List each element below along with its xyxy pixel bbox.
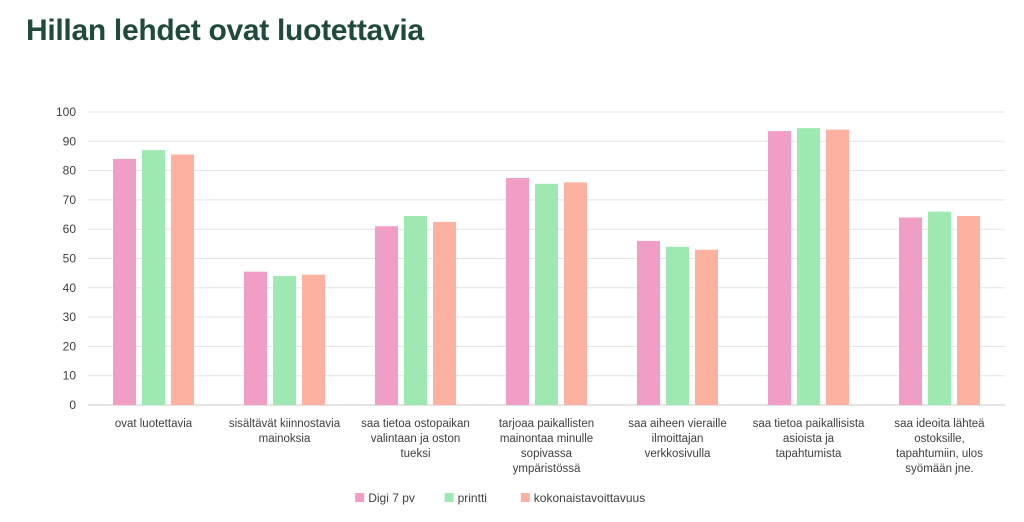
- x-category-label: saa tietoa ostopaikan valintaan ja oston t…: [361, 418, 470, 460]
- x-category-label: sisältävät kiinnostavia mainoksia: [229, 418, 341, 445]
- y-tick-label: 70: [63, 193, 77, 207]
- y-tick-label: 80: [63, 164, 77, 178]
- x-category-label-line: saa aiheen vieraille: [628, 418, 726, 430]
- bar: [506, 177, 529, 405]
- y-tick-label: 30: [63, 310, 77, 324]
- page-title: Hillan lehdet ovat luotettavia: [26, 14, 424, 47]
- x-category-label-line: ympäristössä: [513, 463, 581, 475]
- bar: [768, 131, 791, 406]
- y-tick-label: 50: [63, 252, 77, 266]
- bar: [957, 216, 980, 405]
- bar: [142, 150, 165, 405]
- legend: Digi 7 pv printti kokonaistavoittavuus: [355, 491, 645, 505]
- legend-label: kokonaistavoittavuus: [534, 491, 645, 505]
- x-category-label-line: mainoksia: [259, 433, 311, 445]
- x-category-label-line: saa ideoita lähteä: [894, 418, 985, 430]
- bar: [899, 217, 922, 405]
- bar: [564, 182, 587, 405]
- y-tick-label: 20: [63, 339, 77, 353]
- y-tick-label: 40: [63, 281, 77, 295]
- bar: [666, 246, 689, 405]
- bar: [797, 128, 820, 406]
- x-category-label-line: tapahtumiin, ulos: [896, 448, 983, 460]
- legend-label: printti: [458, 491, 487, 505]
- legend-swatch: [520, 493, 530, 502]
- x-category-label-line: valintaan ja oston: [371, 433, 461, 445]
- bar: [404, 216, 427, 405]
- x-category-label-line: saa tietoa paikallisista: [753, 418, 865, 430]
- y-tick-label: 90: [63, 134, 77, 148]
- x-category-label: saa aiheen vieraille ilmoittajan verkkosiv…: [628, 418, 726, 460]
- x-axis-categories: ovat luotettavia sisältävät kiinnostavia m…: [115, 418, 985, 475]
- bar: [244, 271, 267, 405]
- bar: [826, 129, 849, 405]
- x-category-label: saa ideoita lähteä ostoksille, tapahtumiin…: [894, 418, 985, 475]
- y-tick-label: 100: [56, 105, 76, 119]
- bar: [302, 274, 325, 405]
- bar: [171, 154, 194, 405]
- bar: [928, 211, 951, 405]
- legend-swatch: [355, 493, 365, 502]
- x-category-label-line: syömään jne.: [905, 463, 973, 475]
- x-category-label-line: asioista ja: [783, 433, 835, 445]
- x-category-label-line: saa tietoa ostopaikan: [361, 418, 470, 430]
- bar: [535, 183, 558, 405]
- x-category-label-line: mainontaa minulle: [500, 433, 593, 445]
- x-category-label-line: ostoksille,: [914, 433, 965, 445]
- legend-label: Digi 7 pv: [368, 491, 415, 505]
- x-category-label-line: ovat luotettavia: [115, 418, 193, 430]
- y-tick-label: 0: [69, 398, 76, 412]
- bar: [695, 249, 718, 405]
- x-category-label-line: verkkosivulla: [645, 448, 711, 460]
- bar: [273, 276, 296, 405]
- x-category-label-line: tarjoaa paikallisten: [499, 418, 594, 430]
- x-category-label-line: sopivassa: [521, 448, 573, 460]
- x-category-label: saa tietoa paikallisista asioista ja tapah…: [753, 418, 865, 460]
- y-tick-label: 10: [63, 369, 77, 383]
- x-category-label-line: ilmoittajan: [652, 433, 704, 445]
- bars: [113, 128, 980, 406]
- legend-swatch: [444, 493, 454, 502]
- y-axis-ticks: 0 10 20 30 40 50 60 70 80 90 100: [56, 105, 76, 412]
- x-category-label: tarjoaa paikallisten mainontaa minulle sop…: [499, 418, 594, 475]
- x-category-label: ovat luotettavia: [115, 418, 193, 430]
- x-category-label-line: tapahtumista: [776, 448, 842, 460]
- x-category-label-line: sisältävät kiinnostavia: [229, 418, 341, 430]
- y-tick-label: 60: [63, 222, 77, 236]
- bar: [433, 221, 456, 405]
- x-category-label-line: tueksi: [400, 448, 430, 460]
- bar: [637, 240, 660, 405]
- bar: [375, 226, 398, 405]
- bar: [113, 158, 136, 405]
